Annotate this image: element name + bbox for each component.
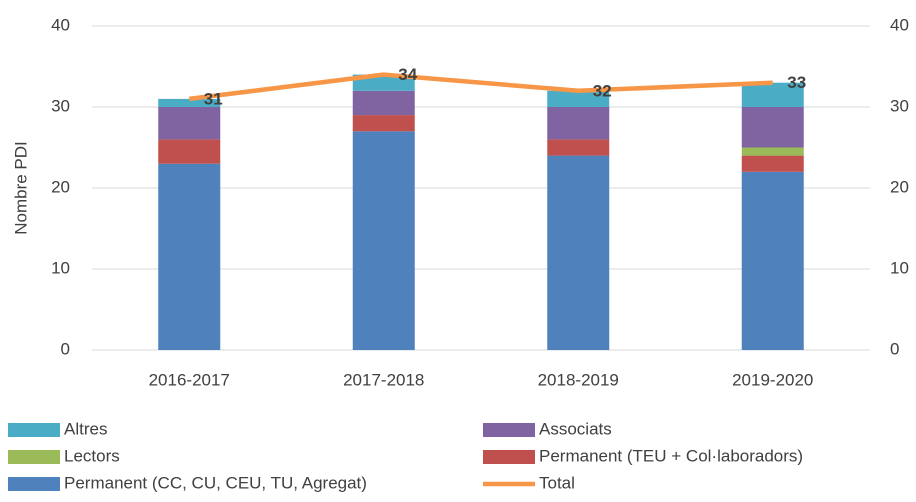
legend-label: Permanent (CC, CU, CEU, TU, Agregat)	[64, 473, 367, 492]
bar-segment	[158, 163, 221, 350]
data-label: 34	[398, 65, 417, 84]
bar-segment	[741, 155, 804, 172]
y-tick-label: 40	[51, 15, 70, 34]
y-tick-label: 0	[61, 339, 70, 358]
y2-tick-label: 30	[890, 96, 909, 115]
y-axis-label: Nombre PDI	[11, 141, 30, 235]
legend-label: Lectors	[64, 446, 120, 465]
legend-label: Total	[539, 473, 575, 492]
bar-segment	[547, 139, 610, 156]
x-tick-label: 2016-2017	[149, 370, 230, 389]
bar-segment	[547, 90, 610, 107]
x-tick-label: 2019-2020	[732, 370, 813, 389]
y2-tick-label: 10	[890, 258, 909, 277]
legend-swatch	[483, 450, 535, 464]
bar-segment	[352, 131, 415, 350]
y-tick-label: 20	[51, 177, 70, 196]
y-tick-label: 30	[51, 96, 70, 115]
legend-label: Altres	[64, 419, 107, 438]
bar-segment	[158, 98, 221, 107]
bar-segment	[158, 139, 221, 164]
legend-swatch	[8, 477, 60, 491]
bar-segment	[547, 155, 610, 350]
bar-segment	[158, 107, 221, 140]
y-tick-label: 10	[51, 258, 70, 277]
bar-segment	[741, 171, 804, 350]
y2-tick-label: 20	[890, 177, 909, 196]
bar-segment	[741, 107, 804, 148]
data-label: 33	[787, 73, 806, 92]
legend-swatch	[8, 423, 60, 437]
data-label: 31	[204, 89, 223, 108]
bar-segment	[352, 115, 415, 132]
legend-swatch	[8, 450, 60, 464]
y2-tick-label: 0	[890, 339, 899, 358]
x-tick-label: 2017-2018	[343, 370, 424, 389]
total-line	[188, 72, 773, 102]
x-tick-label: 2018-2019	[538, 370, 619, 389]
legend-label: Associats	[539, 419, 612, 438]
y2-tick-label: 40	[890, 15, 909, 34]
bar-segment	[547, 107, 610, 140]
bar-segment	[741, 147, 804, 156]
data-label: 32	[593, 81, 612, 100]
legend-label: Permanent (TEU + Col·laboradors)	[539, 446, 803, 465]
bar-segment	[352, 90, 415, 116]
bar-segment	[741, 82, 804, 107]
legend-swatch	[483, 423, 535, 437]
